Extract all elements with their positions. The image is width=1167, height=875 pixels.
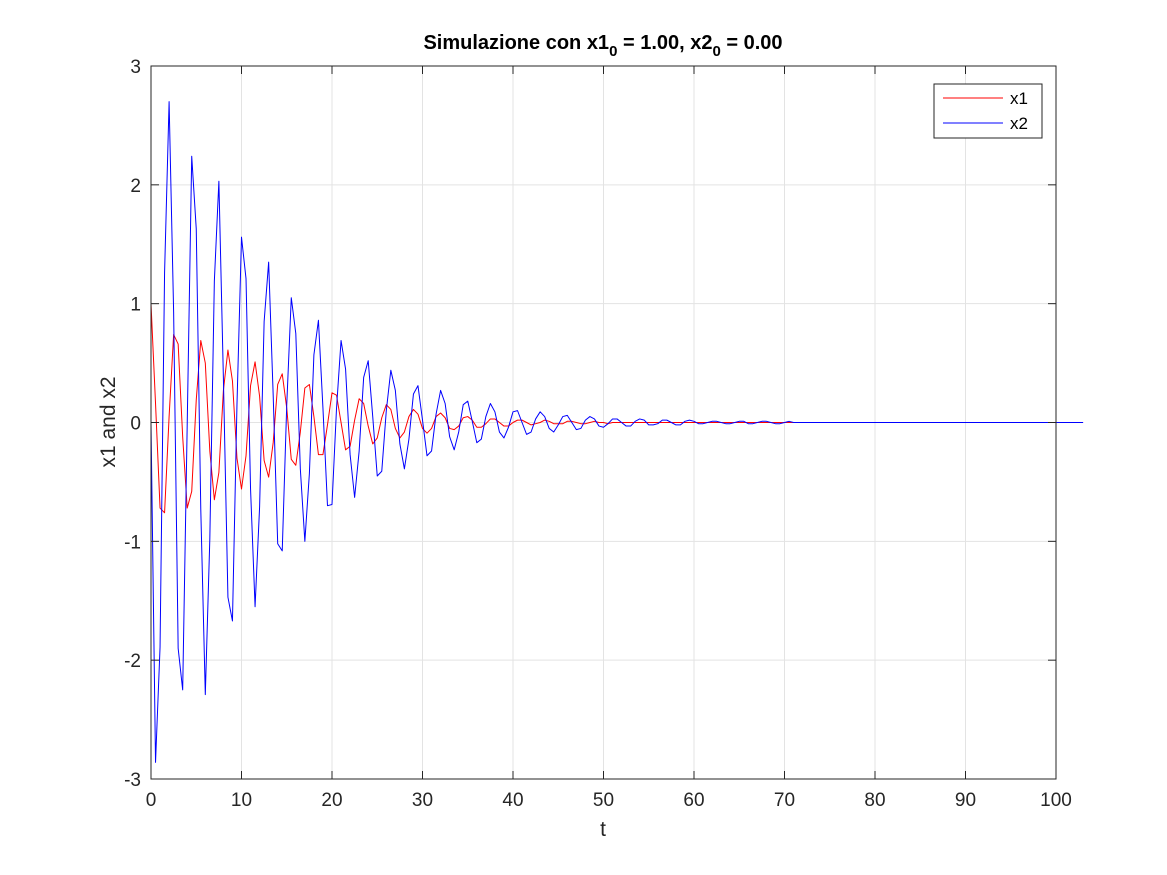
x-tick-label: 10 xyxy=(231,790,252,811)
y-tick-label: -3 xyxy=(124,770,141,791)
y-tick-label: 2 xyxy=(130,176,141,197)
legend[interactable]: x1 x2 xyxy=(933,83,1043,139)
x-tick-label: 70 xyxy=(774,790,795,811)
y-axis-label: x1 and x2 xyxy=(97,376,120,467)
title-subscript-1: 0 xyxy=(609,43,617,60)
chart-title: Simulazione con x10 = 1.00, x20 = 0.00 xyxy=(423,32,782,60)
series-lines xyxy=(150,101,1084,763)
title-subscript-2: 0 xyxy=(712,43,720,60)
y-tick-label: -2 xyxy=(124,651,141,672)
x-tick-label: 100 xyxy=(1040,790,1072,811)
ticks: 0 10 20 30 40 50 60 70 80 90 100 -3 -2 -1 0 1 2 3 xyxy=(124,57,1072,811)
y-tick-label: -1 xyxy=(124,532,141,553)
y-tick-label: 0 xyxy=(130,414,141,435)
x-tick-label: 60 xyxy=(683,790,704,811)
x-tick-label: 80 xyxy=(864,790,885,811)
series-line-x2 xyxy=(150,101,1084,763)
x-tick-label: 90 xyxy=(955,790,976,811)
x-tick-label: 30 xyxy=(412,790,433,811)
y-tick-label: 3 xyxy=(130,57,141,78)
legend-label-x2: x2 xyxy=(1010,114,1028,133)
title-prefix: Simulazione con x1 xyxy=(423,32,609,54)
x-tick-label: 0 xyxy=(146,790,157,811)
legend-label-x1: x1 xyxy=(1010,89,1028,108)
x-tick-label: 20 xyxy=(321,790,342,811)
x-tick-label: 40 xyxy=(502,790,523,811)
title-suffix: = 0.00 xyxy=(721,32,783,54)
legend-box xyxy=(933,83,1043,139)
y-tick-label: 1 xyxy=(130,295,141,316)
x-tick-label: 50 xyxy=(593,790,614,811)
title-middle: = 1.00, x2 xyxy=(617,32,712,54)
x-axis-label: t xyxy=(600,818,606,841)
